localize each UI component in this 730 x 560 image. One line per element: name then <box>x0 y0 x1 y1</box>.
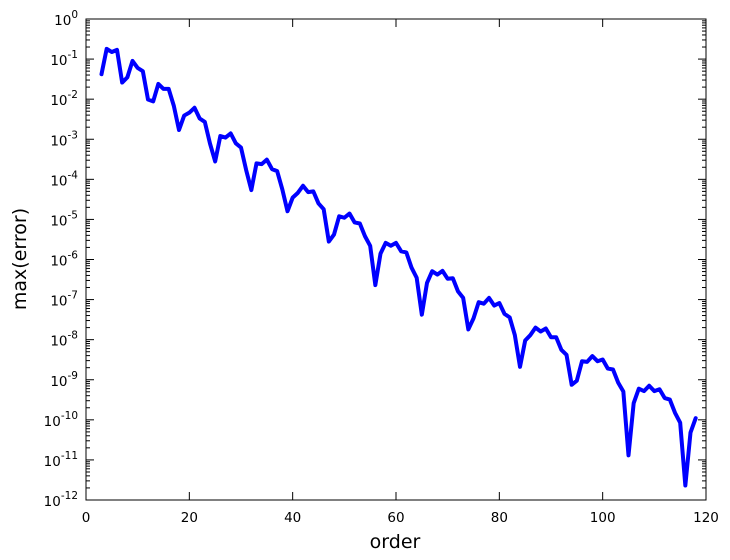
x-tick-label: 100 <box>590 510 616 526</box>
y-tick-label: 10-3 <box>50 129 78 149</box>
y-tick-label: 10-12 <box>44 490 78 510</box>
x-tick-label: 0 <box>82 510 91 526</box>
x-tick-label: 120 <box>693 510 719 526</box>
x-axis-title: order <box>370 531 421 553</box>
x-tick-label: 20 <box>181 510 198 526</box>
y-tick-label: 10-10 <box>44 410 78 430</box>
y-tick-label: 10-5 <box>50 209 78 229</box>
x-tick-label: 80 <box>491 510 508 526</box>
error-series-line <box>99 46 698 488</box>
plot-frame <box>85 18 707 501</box>
y-tick-label: 10-6 <box>50 250 78 270</box>
y-tick-label: 10-2 <box>50 89 78 109</box>
x-tick-labels: 0 20 40 60 80 100 120 <box>82 510 719 526</box>
y-tick-label: 10-4 <box>50 169 78 189</box>
y-tick-label: 10-8 <box>50 330 78 350</box>
y-tick-label: 100 <box>54 9 78 29</box>
x-tick-label: 40 <box>284 510 301 526</box>
y-tick-label: 10-11 <box>44 450 78 470</box>
axis-ticks <box>85 18 707 501</box>
y-tick-label: 10-7 <box>50 290 78 310</box>
y-axis-title: max(error) <box>9 208 31 310</box>
y-tick-label: 10-9 <box>50 370 78 390</box>
y-tick-label: 10-1 <box>50 49 78 69</box>
x-tick-label: 60 <box>387 510 404 526</box>
y-tick-labels: 100 10-1 10-2 10-3 10-4 10-5 10-6 10-7 10-8 10-9 1… <box>44 9 79 510</box>
